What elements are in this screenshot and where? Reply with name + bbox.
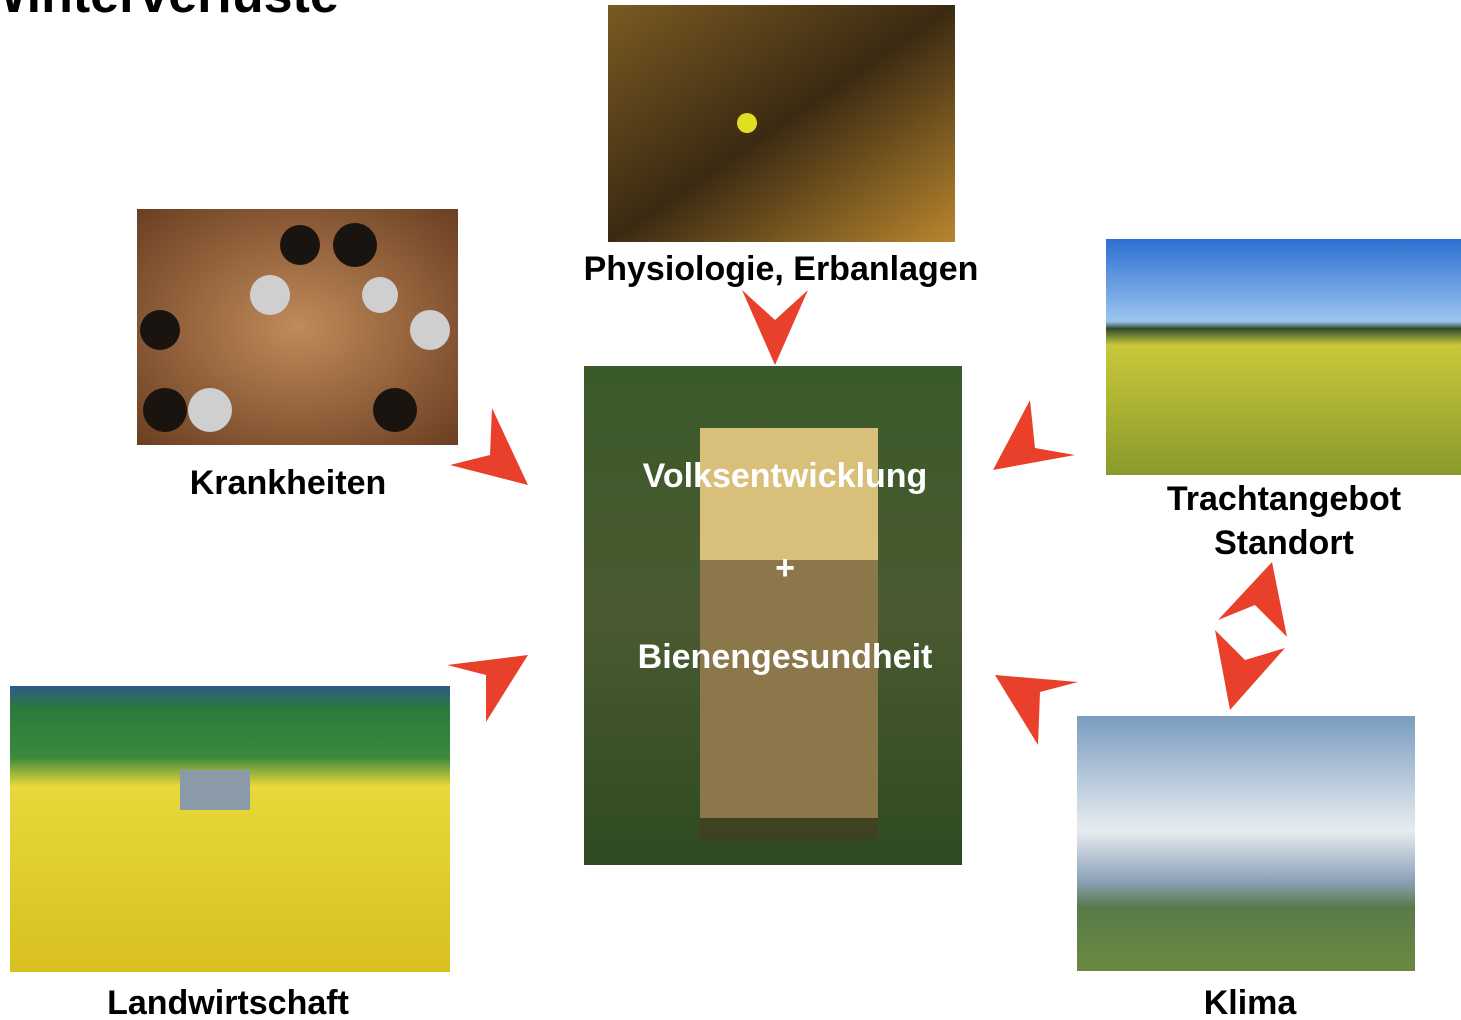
arrow (1218, 562, 1287, 637)
photo-sky (1077, 716, 1415, 971)
arrow (450, 408, 528, 485)
node-label: Klima (1204, 984, 1298, 1020)
photo-tractor (10, 686, 450, 972)
photo-swarm (700, 560, 878, 840)
slide: Winterverluste Volksentwicklung + Bienen… (0, 0, 1461, 1020)
photo-field (1106, 239, 1461, 475)
arrow (995, 675, 1078, 745)
photo-detail (180, 770, 250, 810)
arrow (1215, 630, 1285, 710)
arrow (447, 655, 528, 722)
center-text: + (775, 549, 795, 587)
node-label: Physiologie, Erbanlagen (584, 250, 979, 288)
arrow (993, 400, 1075, 470)
photo-detail (737, 113, 757, 133)
node-label: Landwirtschaft (107, 984, 349, 1020)
arrow (742, 290, 808, 365)
node-label: Trachtangebot (1167, 480, 1401, 518)
photo-bees (608, 5, 955, 242)
center-text: Bienengesundheit (638, 638, 933, 676)
node-label: Krankheiten (190, 464, 387, 502)
node-label: Standort (1214, 524, 1354, 562)
slide-title: Winterverluste (0, 0, 339, 24)
center-text: Volksentwicklung (643, 457, 928, 495)
